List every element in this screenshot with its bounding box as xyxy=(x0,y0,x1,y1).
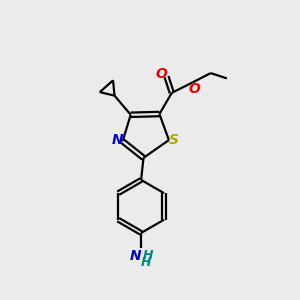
Text: S: S xyxy=(169,133,179,147)
Text: N: N xyxy=(112,133,123,147)
Text: N: N xyxy=(130,249,141,263)
Text: O: O xyxy=(155,67,167,81)
Text: H: H xyxy=(140,256,151,269)
Text: H: H xyxy=(142,249,153,262)
Text: O: O xyxy=(188,82,200,96)
